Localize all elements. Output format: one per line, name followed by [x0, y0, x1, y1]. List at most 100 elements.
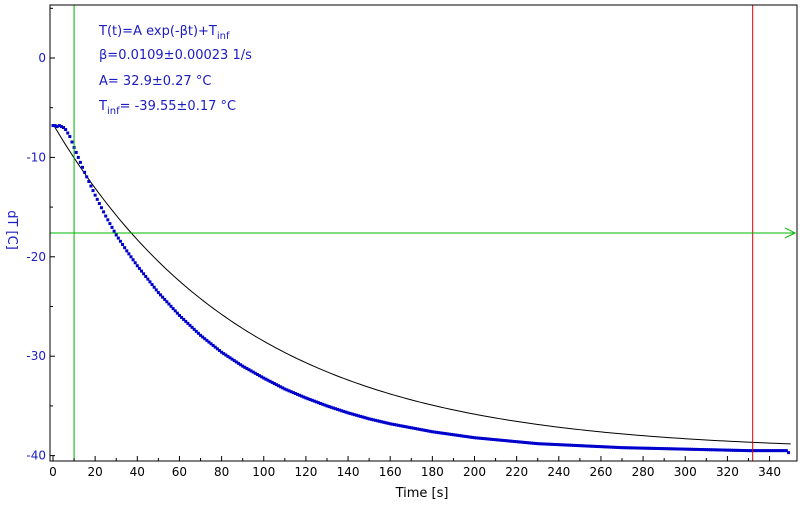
measured-point — [586, 444, 590, 448]
measured-point — [624, 446, 628, 450]
measured-point — [772, 449, 776, 453]
measured-point — [593, 444, 597, 448]
measured-point — [325, 404, 329, 408]
measured-point — [765, 449, 769, 453]
measured-point — [536, 442, 540, 446]
measured-point — [582, 444, 586, 448]
measured-point — [460, 434, 464, 438]
measured-point — [443, 432, 447, 436]
measured-point — [787, 451, 791, 455]
measured-point — [468, 435, 472, 439]
measured-point — [272, 382, 276, 386]
measured-point — [53, 124, 57, 128]
measured-point — [784, 449, 788, 453]
x-axis-label: Time [s] — [395, 486, 449, 501]
measured-point — [148, 280, 152, 284]
measured-point — [643, 446, 647, 450]
measured-point — [146, 277, 150, 281]
measured-point — [633, 446, 637, 450]
measured-point — [243, 365, 247, 369]
measured-point — [500, 438, 504, 442]
x-tick-label: 320 — [716, 465, 739, 479]
measured-point — [93, 193, 97, 197]
measured-point — [612, 445, 616, 449]
measured-point — [502, 438, 506, 442]
fit-model-base: T(t)=A exp(-βt)+T — [98, 24, 217, 39]
markers-layer — [50, 5, 797, 461]
measured-point — [171, 307, 175, 311]
measured-point — [553, 442, 557, 446]
measured-point — [742, 449, 746, 453]
measured-point — [135, 264, 139, 268]
measured-point — [740, 448, 744, 452]
measured-point — [382, 420, 386, 424]
measured-point — [401, 424, 405, 428]
measured-point — [515, 440, 519, 444]
measured-point — [439, 431, 443, 435]
measured-point — [91, 189, 95, 193]
measured-point — [595, 444, 599, 448]
measured-point — [333, 407, 337, 411]
x-tick-label: 100 — [252, 465, 275, 479]
measured-point — [422, 428, 426, 432]
measured-point — [319, 402, 323, 406]
measured-point — [445, 432, 449, 436]
y-axis-label: dT [C] — [4, 210, 19, 250]
x-tick-label: 0 — [49, 465, 57, 479]
measured-point — [458, 434, 462, 438]
y-tick-label: -40 — [26, 449, 46, 463]
measured-point — [447, 432, 451, 436]
measured-point — [580, 444, 584, 448]
measured-point — [207, 340, 211, 344]
measured-point — [496, 438, 500, 442]
measured-point — [508, 439, 512, 443]
measured-point — [405, 425, 409, 429]
measured-point — [656, 446, 660, 450]
measured-point — [209, 342, 213, 346]
measured-point — [563, 443, 567, 447]
measured-point — [302, 395, 306, 399]
fit-amplitude-text: A= 32.9±0.27 °C — [99, 74, 211, 89]
measured-point — [300, 394, 304, 398]
measured-point — [456, 433, 460, 437]
measured-point — [411, 426, 415, 430]
measured-point — [736, 448, 740, 452]
measured-point — [317, 401, 321, 405]
measured-point — [249, 369, 253, 373]
measured-point — [78, 160, 82, 164]
measured-point — [180, 315, 184, 319]
measured-point — [449, 432, 453, 436]
measured-point — [154, 288, 158, 292]
measured-point — [548, 442, 552, 446]
measured-point — [127, 252, 131, 256]
measured-point — [83, 170, 87, 174]
measured-point — [390, 422, 394, 426]
fit-annotation: T(t)=A exp(-βt)+Tinf β=0.0109±0.00023 1/… — [98, 24, 252, 117]
measured-point — [628, 446, 632, 450]
x-tick-label: 260 — [589, 465, 612, 479]
x-tick-label: 280 — [632, 465, 655, 479]
x-tick-label: 60 — [172, 465, 187, 479]
measured-point — [323, 403, 327, 407]
measured-point — [466, 435, 470, 439]
measured-point — [704, 448, 708, 452]
measured-point — [336, 407, 340, 411]
measured-point — [97, 202, 101, 206]
measured-point — [734, 448, 738, 452]
measured-point — [167, 302, 171, 306]
measured-point — [538, 442, 542, 446]
measured-point — [475, 436, 479, 440]
measured-point — [55, 125, 59, 129]
measured-point — [102, 210, 106, 214]
measured-point — [715, 448, 719, 452]
measured-point — [428, 429, 432, 433]
measured-point — [662, 447, 666, 451]
measured-point — [395, 423, 399, 427]
measured-point — [312, 399, 316, 403]
fit-beta-text: β=0.0109±0.00023 1/s — [99, 48, 252, 63]
x-tick-label: 200 — [463, 465, 486, 479]
measured-point — [603, 445, 607, 449]
measured-point — [331, 406, 335, 410]
measured-point — [188, 323, 192, 327]
